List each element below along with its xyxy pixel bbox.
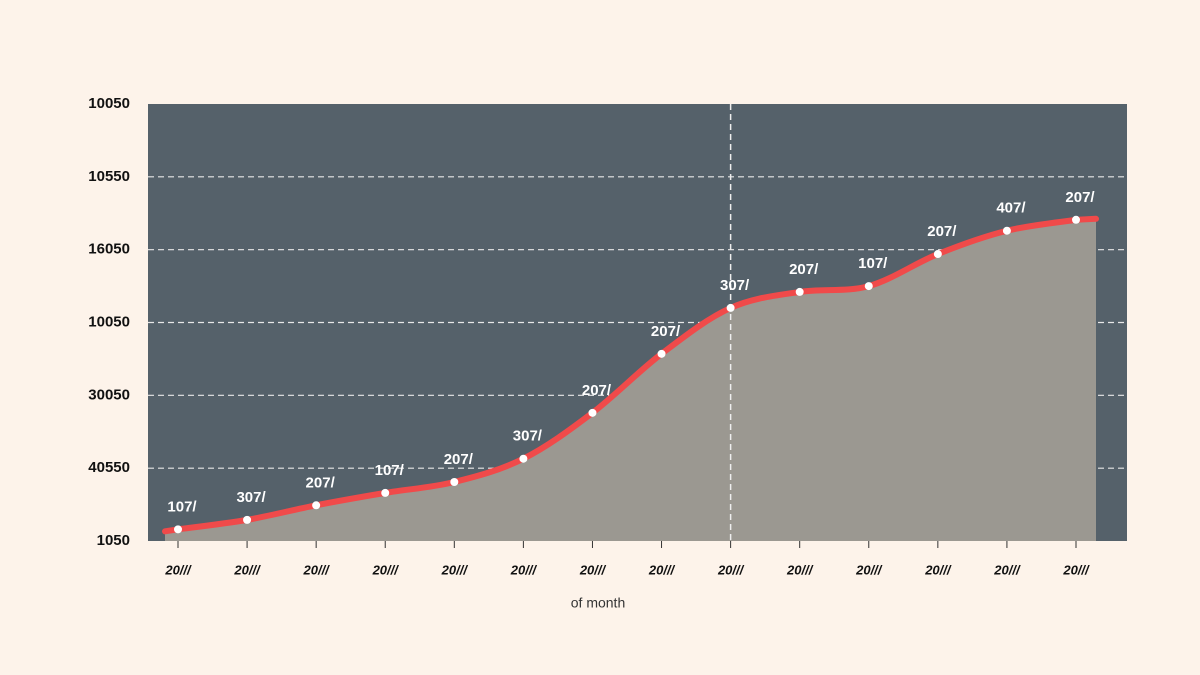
x-tick-label: 20///	[855, 562, 883, 577]
data-label: 307/	[513, 428, 543, 445]
point	[864, 282, 873, 291]
y-tick-label: 30050	[88, 386, 130, 403]
point	[312, 501, 321, 510]
point	[243, 515, 252, 524]
point	[1072, 215, 1080, 224]
data-label: 207/	[582, 382, 612, 399]
point	[588, 408, 597, 417]
area	[165, 218, 1096, 541]
x-tick-label: 20///	[648, 562, 676, 577]
data-label: 207/	[651, 323, 681, 340]
data-label: 207/	[1065, 189, 1095, 206]
data-label: 107/	[167, 498, 197, 515]
x-tick-label: 20///	[164, 562, 192, 577]
data-label: 207/	[927, 223, 957, 240]
data-label: 207/	[306, 474, 336, 491]
x-tick-label: 20///	[717, 562, 745, 577]
point	[933, 250, 942, 259]
y-tick-label: 16050	[88, 241, 130, 258]
x-tick-label: 20///	[441, 562, 469, 577]
data-label: 307/	[236, 489, 266, 506]
data-label: 107/	[858, 255, 888, 272]
x-tick-label: 20///	[579, 562, 607, 577]
data-label: 407/	[996, 200, 1026, 217]
x-tick-label: 20///	[372, 562, 400, 577]
point	[1002, 226, 1011, 235]
point	[726, 303, 735, 312]
point	[657, 349, 666, 358]
y-tick-label: 40550	[88, 459, 130, 476]
x-tick-label: 20///	[924, 562, 952, 577]
data-label: 107/	[375, 462, 405, 479]
x-tick-label: 20///	[233, 562, 261, 577]
y-tick-label: 10550	[88, 168, 130, 185]
x-tick-label: 20///	[786, 562, 814, 577]
point	[381, 488, 390, 497]
x-tick-label: 20///	[303, 562, 331, 577]
point	[450, 478, 459, 487]
x-tick-label: 20///	[510, 562, 538, 577]
data-label: 207/	[789, 261, 819, 278]
x-axis-label: of month	[571, 595, 625, 611]
x-tick-label: 20///	[1062, 562, 1090, 577]
data-label: 307/	[720, 277, 750, 294]
line	[162, 215, 1099, 535]
y-tick-label: 1050	[97, 532, 130, 549]
y-tick-label: 10050	[88, 95, 130, 112]
point	[174, 525, 182, 534]
y-tick-label: 10050	[88, 313, 130, 330]
point	[795, 287, 804, 296]
point	[519, 454, 528, 463]
x-tick-label: 20///	[993, 562, 1021, 577]
data-label: 207/	[444, 451, 474, 468]
